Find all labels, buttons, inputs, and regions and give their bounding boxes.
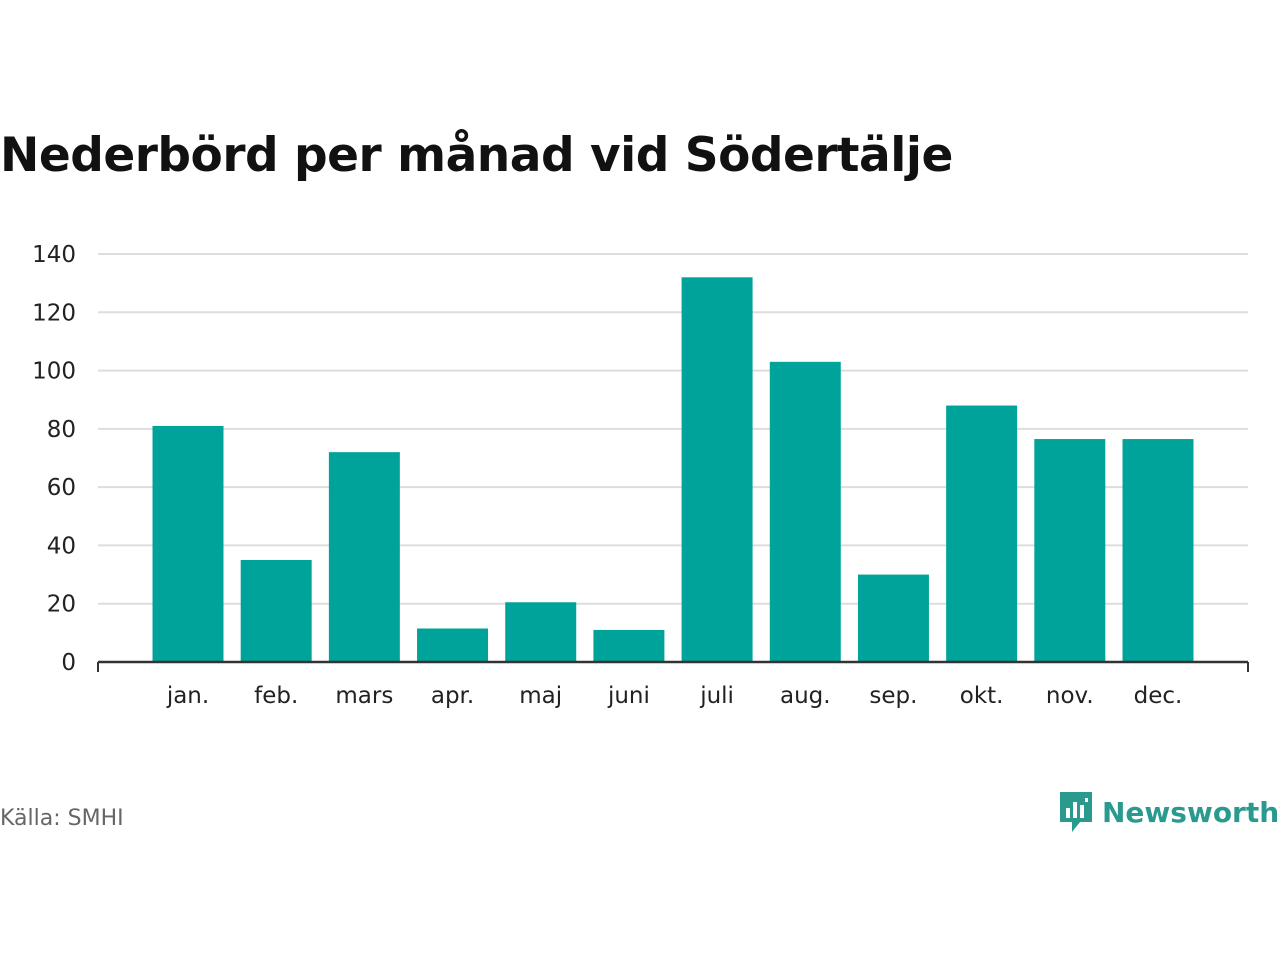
bar: [1122, 439, 1194, 662]
bar: [1034, 439, 1106, 662]
y-tick-label: 100: [32, 359, 76, 385]
y-tick-label: 0: [61, 650, 76, 676]
x-tick-label: okt.: [960, 683, 1004, 709]
source-note: Källa: SMHI: [0, 806, 124, 831]
x-axis-labels: jan. feb. mars apr. maj juni juli aug. sep. okt. n…: [166, 683, 1183, 709]
x-tick-label: apr.: [431, 683, 474, 709]
bars: [152, 277, 1194, 662]
bar: [417, 628, 489, 662]
bar: [769, 361, 841, 662]
x-tick-label: jan.: [166, 683, 209, 709]
y-tick-label: 60: [47, 475, 76, 501]
y-axis-labels: 0 20 40 60 80 100 120 140: [32, 242, 76, 676]
x-tick-label: sep.: [869, 683, 917, 709]
bar: [681, 277, 753, 662]
y-tick-label: 80: [47, 417, 76, 443]
chart-title: Nederbörd per månad vid Södertälje: [0, 128, 953, 183]
y-tick-label: 40: [47, 533, 76, 559]
x-axis: [97, 660, 1249, 672]
chart-speech-bubble-icon: [1060, 792, 1092, 832]
bar: [946, 405, 1018, 662]
x-tick-label: juni: [607, 683, 650, 709]
x-tick-label: dec.: [1134, 683, 1183, 709]
bar: [505, 602, 577, 662]
bar: [240, 560, 312, 662]
x-tick-label: aug.: [780, 683, 831, 709]
bar: [328, 452, 400, 662]
y-tick-label: 140: [32, 242, 76, 268]
bar: [593, 629, 665, 662]
brand-name: Newsworthy: [1102, 795, 1280, 829]
x-tick-label: maj: [519, 683, 562, 709]
x-tick-label: juli: [699, 683, 734, 709]
y-tick-label: 20: [47, 592, 76, 618]
x-tick-label: feb.: [254, 683, 298, 709]
x-tick-label: mars: [335, 683, 393, 709]
y-tick-label: 120: [32, 300, 76, 326]
bar: [857, 574, 929, 662]
bar: [152, 425, 224, 662]
x-tick-label: nov.: [1046, 683, 1094, 709]
brand-logo: Newsworthy: [1058, 790, 1280, 834]
